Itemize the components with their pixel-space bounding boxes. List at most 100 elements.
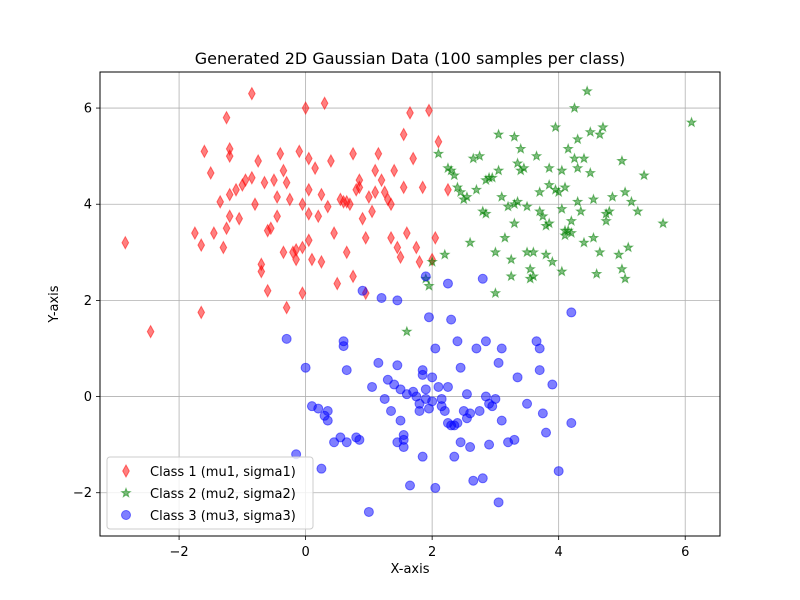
class-1-point [257,264,266,279]
class-1-point [399,127,408,142]
class-3-point [534,365,545,376]
class-1-point [399,180,408,195]
class-1-point [273,209,282,224]
class-2-point [584,126,597,138]
class-1-point [260,175,269,190]
class-3-point [341,365,352,376]
class-2-point [492,128,505,140]
class-1-point [266,221,275,236]
class-1-point [346,197,354,212]
class-2-point [486,171,499,183]
class-2-point [426,255,438,267]
class-1-point [396,250,405,265]
class-2-point [565,227,578,238]
class-2-point [432,147,445,159]
class-2-point [556,164,568,176]
class-2-point [638,169,650,181]
class-2-point [454,186,467,198]
class-3-point [449,420,460,431]
class-1-point [216,194,225,209]
class-3-point [496,415,507,426]
class-2-point [489,287,502,299]
class-1-point [304,182,313,197]
class-1-point [327,153,335,168]
class-1-point [206,165,215,181]
class-3-point [465,442,476,453]
class-2-point [514,142,527,154]
class-1-point [444,182,452,197]
y-tick-label: 2 [84,294,92,309]
class-2-point [505,270,517,282]
class-2-point [540,248,552,260]
class-2-point [505,253,517,265]
class-3-point [566,418,577,429]
class-3-point [392,360,403,371]
class-2-point [549,183,562,195]
class-3-point [341,437,352,448]
class-3-point [493,357,504,368]
class-2-point [556,265,568,277]
class-3-point [420,384,431,395]
class-3-point [474,405,485,416]
class-1-point [247,86,256,101]
class-3-point [420,271,431,282]
class-2-point [499,231,511,243]
class-1-point [358,211,367,226]
class-3-point [449,451,460,462]
class-3-point [367,381,378,392]
class-2-point [590,267,603,279]
class-2-point [521,200,533,212]
class-3-point [547,379,558,390]
class-3-point [281,333,292,344]
class-1-point [314,209,323,224]
class-2-point [464,236,476,248]
class-2-point [565,214,578,226]
class-3-point [405,480,415,491]
class-1-point [210,226,218,241]
class-3-point [455,437,466,448]
class-3-point [354,434,365,445]
class-2-point [549,121,562,133]
class-1-point [191,226,199,241]
y-tick-label: 0 [84,390,92,405]
class-1-point [311,161,319,176]
class-2-point [616,263,628,275]
class-1-point [374,146,383,161]
class-2-point [448,169,461,181]
class-1-point [270,173,278,188]
class-1-point [298,286,307,301]
class-1-point [276,146,285,161]
class-3-point [442,278,453,289]
class-2-point [423,279,435,291]
class-1-point [235,211,244,226]
class-2-point [619,272,631,284]
class-2-point [401,325,413,337]
class-2-point [616,154,628,166]
class-1-point [285,192,294,207]
class-3-point [465,408,476,419]
class-3-point [300,362,311,373]
class-1-point [317,254,326,269]
class-1-point [298,240,307,255]
class-2-point [439,248,451,260]
class-2-point [578,152,590,164]
class-1-point [393,240,402,255]
class-1-point [409,151,418,166]
class-3-point [471,343,482,354]
class-3-point [338,336,349,347]
class-1-point [349,146,357,161]
legend-box [106,456,314,530]
class-3-point [541,427,552,438]
class-2-point [451,181,464,193]
class-2-point [508,130,521,142]
class-1-point [412,240,421,255]
class-3-point [373,357,384,368]
class-1-point [219,240,228,255]
x-tick-label: 6 [681,545,689,560]
class-1-point [371,185,380,200]
class-1-point [225,209,234,224]
class-3-point [566,307,577,318]
class-1-point [282,175,291,190]
class-2-point [470,183,483,195]
